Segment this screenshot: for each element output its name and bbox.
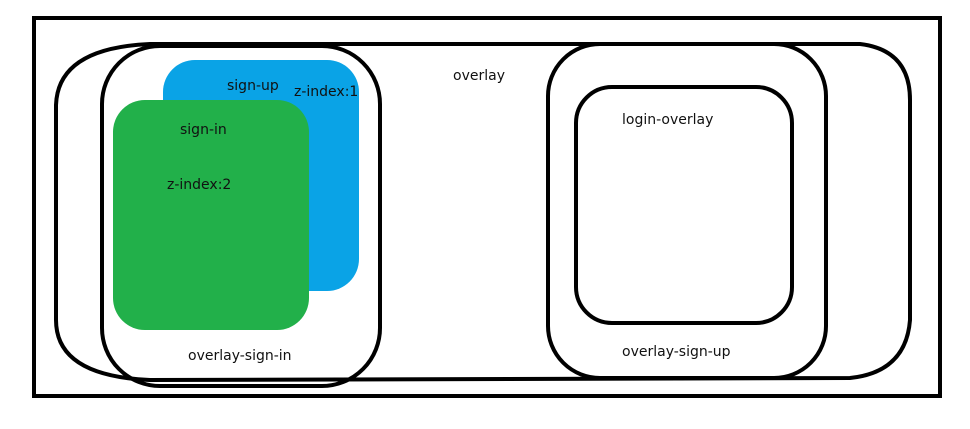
login-overlay-label: login-overlay	[622, 112, 713, 128]
outer-frame	[32, 16, 942, 398]
login-overlay-box	[574, 85, 794, 325]
sign-in-z-index-label: z-index:2	[167, 177, 231, 193]
sign-up-z-index-label: z-index:1	[294, 84, 358, 100]
overlay-sign-in-box	[100, 44, 382, 388]
sign-in-label: sign-in	[180, 122, 227, 138]
sign-in-card	[113, 100, 309, 330]
overlay-sign-in-label: overlay-sign-in	[188, 348, 292, 364]
overlay-sign-up-label: overlay-sign-up	[622, 344, 731, 360]
overlay-label: overlay	[453, 68, 505, 84]
sign-up-label: sign-up	[227, 78, 279, 94]
overlay-shape	[54, 42, 912, 383]
overlay-sign-up-box	[546, 42, 828, 380]
